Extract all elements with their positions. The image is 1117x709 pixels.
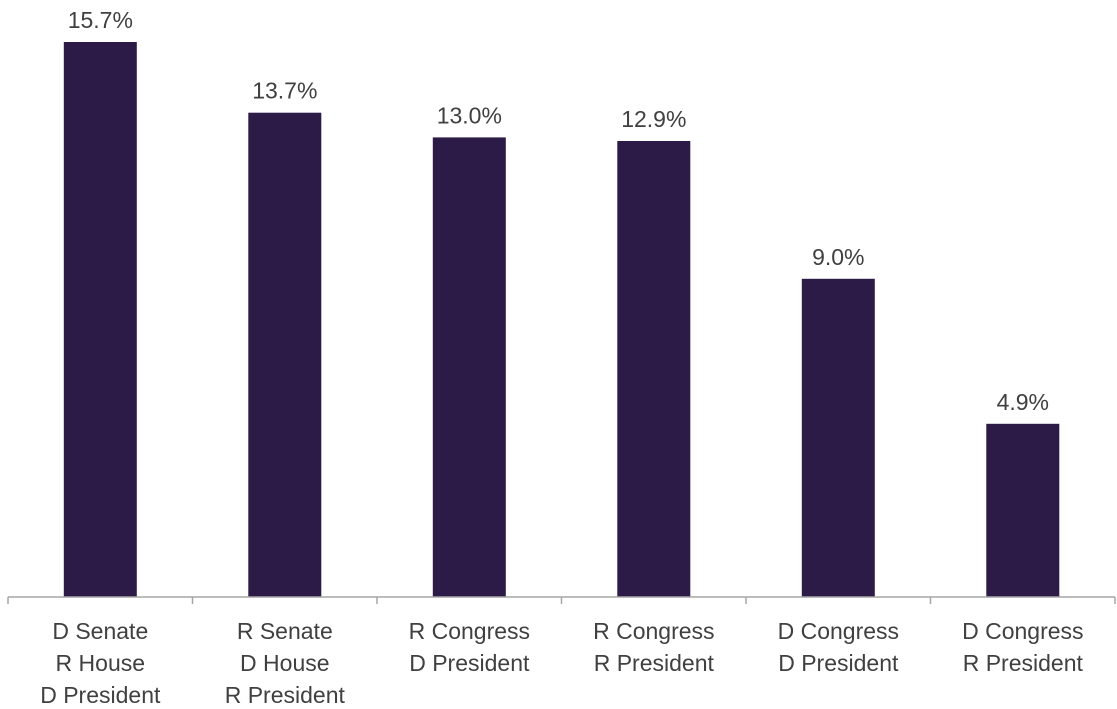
bar-2 xyxy=(248,112,322,597)
category-label-4: R Congress R President xyxy=(593,618,714,676)
category-label-line: D Congress xyxy=(962,618,1083,644)
category-label-line: R President xyxy=(963,650,1084,676)
category-label-line: D President xyxy=(778,650,899,676)
category-label-line: R Congress xyxy=(593,618,714,644)
data-label-6: 4.9% xyxy=(997,389,1049,415)
category-label-line: D President xyxy=(409,650,530,676)
data-label-3: 13.0% xyxy=(437,102,502,128)
bar-6 xyxy=(986,423,1060,597)
category-label-line: D President xyxy=(40,682,161,708)
category-labels-group: D Senate R House D President R Senate D Hous… xyxy=(40,618,1083,708)
category-label-line: R President xyxy=(225,682,346,708)
x-axis xyxy=(7,596,1116,604)
bar-4 xyxy=(617,141,691,597)
value-labels-group: 15.7% 13.7% 13.0% 12.9% 9.0% 4.9% xyxy=(68,7,1049,415)
category-label-5: D Congress D President xyxy=(778,618,899,676)
category-label-1: D Senate R House D President xyxy=(40,618,161,708)
data-label-2: 13.7% xyxy=(252,78,317,104)
bar-3 xyxy=(432,137,506,597)
category-label-3: R Congress D President xyxy=(409,618,530,676)
category-label-line: R House xyxy=(56,650,145,676)
bar-1 xyxy=(63,42,137,597)
category-label-line: R Congress xyxy=(409,618,530,644)
category-label-line: D House xyxy=(240,650,329,676)
data-label-4: 12.9% xyxy=(621,106,686,132)
bars-group xyxy=(63,42,1060,597)
category-label-line: R Senate xyxy=(237,618,333,644)
category-label-line: D Senate xyxy=(52,618,148,644)
stray-asterisk-mark: * xyxy=(69,457,75,474)
category-label-line: R President xyxy=(594,650,715,676)
category-label-2: R Senate D House R President xyxy=(225,618,346,708)
category-label-6: D Congress R President xyxy=(962,618,1083,676)
category-label-line: D Congress xyxy=(778,618,899,644)
data-label-1: 15.7% xyxy=(68,7,133,33)
data-label-5: 9.0% xyxy=(812,244,864,270)
bar-5 xyxy=(801,278,875,597)
